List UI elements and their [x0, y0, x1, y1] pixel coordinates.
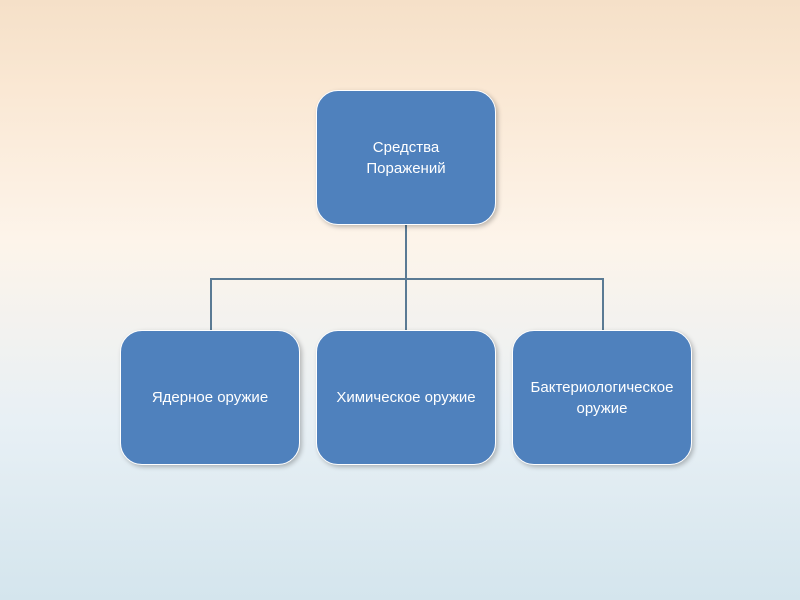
connector-child-1 — [210, 278, 212, 330]
child-3-label-line1: Бактериологическое — [531, 379, 674, 396]
root-label-line1: Средства — [373, 139, 439, 156]
child-3-label: Бактериологическое оружие — [531, 377, 674, 419]
root-label-line2: Поражений — [366, 160, 445, 177]
child-1-label-line1: Ядерное оружие — [152, 389, 268, 406]
root-node-label: Средства Поражений — [366, 137, 445, 179]
child-node-3: Бактериологическое оружие — [512, 330, 692, 465]
child-node-2: Химическое оружие — [316, 330, 496, 465]
child-2-label-line1: Химическое оружие — [336, 389, 475, 406]
child-1-label: Ядерное оружие — [152, 387, 268, 408]
connector-root-down — [405, 225, 407, 278]
child-3-label-line2: оружие — [577, 400, 628, 417]
root-node: Средства Поражений — [316, 90, 496, 225]
child-2-label: Химическое оружие — [336, 387, 475, 408]
connector-horizontal — [210, 278, 604, 280]
connector-child-2 — [405, 278, 407, 330]
connector-child-3 — [602, 278, 604, 330]
child-node-1: Ядерное оружие — [120, 330, 300, 465]
org-chart-diagram: Средства Поражений Ядерное оружие Химиче… — [0, 0, 800, 600]
